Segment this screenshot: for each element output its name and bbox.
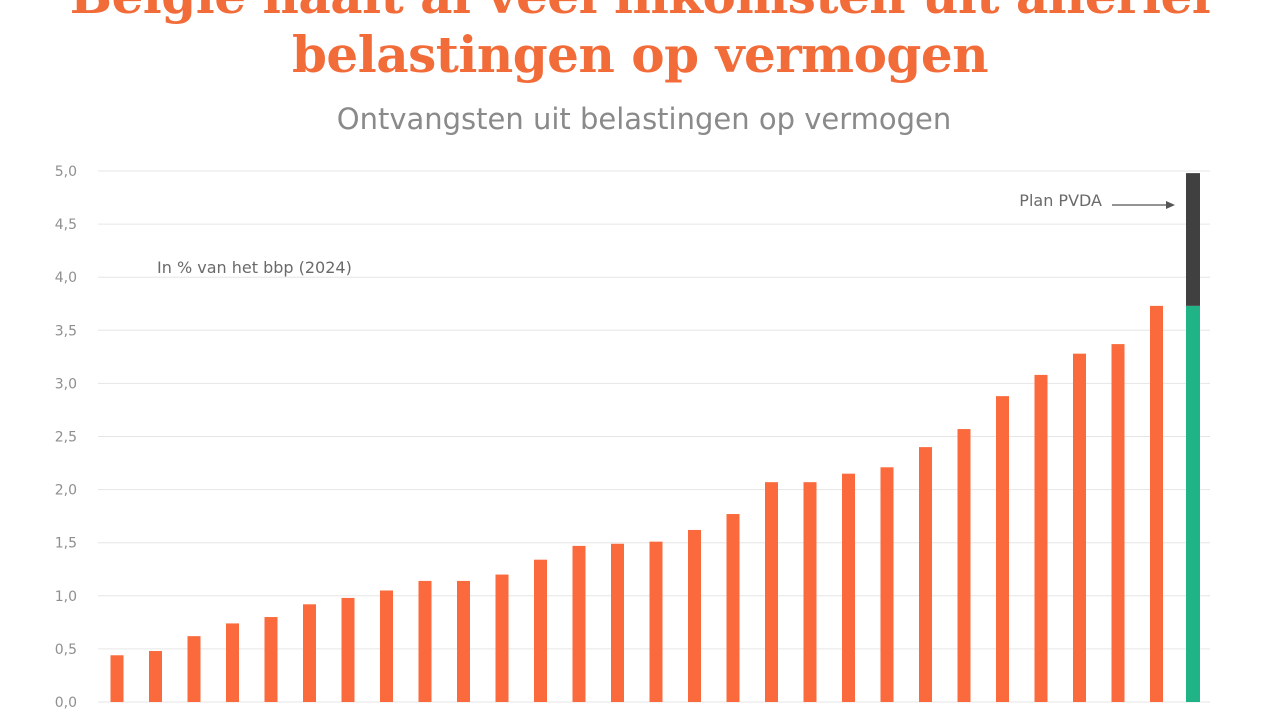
bar <box>919 447 932 702</box>
y-tick-label: 4,5 <box>55 217 77 233</box>
bar <box>495 574 509 702</box>
y-axis-ticks: 0,0 0,5 1,0 1,5 2,0 2,5 3,0 3,5 4,0 4,5 5,0 <box>55 164 77 711</box>
y-tick-label: 1,0 <box>55 589 77 605</box>
bar <box>649 541 663 702</box>
bar <box>611 543 624 702</box>
bar <box>880 467 894 702</box>
bar <box>726 514 740 702</box>
plan-annotation: Plan PVDA <box>1019 191 1102 210</box>
y-tick-label: 0,5 <box>55 642 77 658</box>
bar <box>1111 344 1125 702</box>
bar <box>1150 305 1163 702</box>
headline-line-2: belastingen op vermogen <box>291 25 989 84</box>
bar <box>1034 374 1048 702</box>
y-tick-label: 2,5 <box>55 430 77 446</box>
bar <box>803 482 817 702</box>
bar <box>572 545 586 702</box>
y-tick-label: 0,0 <box>55 695 77 711</box>
bar <box>418 580 432 702</box>
bar <box>457 580 470 702</box>
y-tick-label: 3,0 <box>55 376 77 392</box>
bar <box>957 429 971 702</box>
bar <box>380 590 393 702</box>
bar <box>842 473 855 702</box>
y-tick-label: 2,0 <box>55 483 77 499</box>
bar <box>226 623 239 702</box>
y-tick-label: 1,5 <box>55 536 77 552</box>
bar <box>688 529 701 702</box>
bars <box>110 173 1200 702</box>
y-tick-label: 4,0 <box>55 270 77 286</box>
bar <box>303 604 316 702</box>
bar <box>341 597 355 702</box>
bar <box>264 617 278 702</box>
unit-note: In % van het bbp (2024) <box>157 258 352 277</box>
bar <box>149 651 162 702</box>
belgium-current-bar <box>1186 305 1200 702</box>
plan-pvda-bar <box>1186 173 1200 306</box>
chart-title: Ontvangsten uit belastingen op vermogen <box>336 102 952 136</box>
y-tick-label: 5,0 <box>55 164 77 180</box>
bar <box>534 559 547 702</box>
bar <box>765 482 778 702</box>
headline-line-1: België haalt al veel inkomsten uit aller… <box>0 0 1280 26</box>
y-tick-label: 3,5 <box>55 323 77 339</box>
bar <box>996 396 1009 702</box>
bar <box>110 655 124 702</box>
bar <box>187 636 201 702</box>
annotation-arrow <box>1112 201 1175 209</box>
bar <box>1073 353 1086 702</box>
